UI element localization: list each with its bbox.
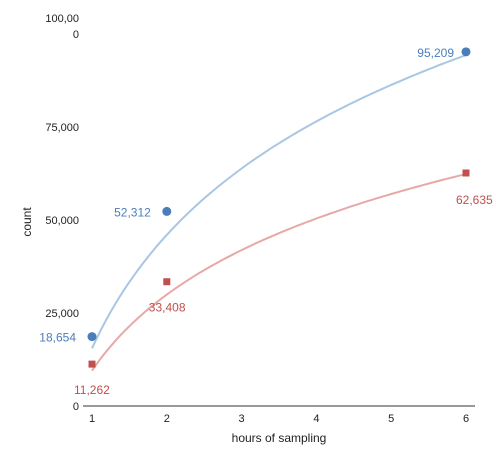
y-tick-label: 75,000	[45, 122, 79, 134]
data-point[interactable]	[462, 169, 470, 177]
x-axis-title: hours of sampling	[232, 431, 327, 445]
trendlines	[91, 54, 467, 372]
x-tick-label: 3	[239, 413, 245, 425]
data-point[interactable]	[163, 278, 171, 286]
data-point[interactable]	[88, 360, 96, 368]
y-axis-title: count	[20, 207, 34, 237]
y-tick-label: 25,000	[45, 308, 79, 320]
data-point[interactable]	[461, 47, 471, 57]
y-tick-label: 100,00 0	[45, 13, 79, 41]
y-tick-label: 0	[73, 401, 79, 413]
x-tick-labels: 1 2 3 4 5 6	[89, 413, 469, 425]
data-points	[87, 47, 471, 368]
data-point[interactable]	[162, 206, 172, 216]
y-tick-labels: 0 25,000 50,000 75,000 100,00 0	[45, 13, 79, 413]
data-label: 18,654	[39, 331, 76, 345]
x-tick-label: 6	[463, 413, 469, 425]
data-label: 62,635	[456, 193, 493, 207]
data-label: 95,209	[417, 46, 454, 60]
x-tick-label: 4	[313, 413, 319, 425]
data-labels: 18,654 52,312 95,209 11,262 33,408 62,635	[39, 46, 493, 397]
data-label: 52,312	[114, 205, 151, 219]
x-tick-label: 1	[89, 413, 95, 425]
x-tick-label: 5	[388, 413, 394, 425]
data-label: 33,408	[149, 301, 186, 315]
y-tick-label: 50,000	[45, 215, 79, 227]
data-label: 11,262	[74, 383, 110, 397]
trendline-2	[91, 173, 467, 372]
x-tick-label: 2	[164, 413, 170, 425]
data-point[interactable]	[87, 332, 97, 342]
trendline-1	[91, 54, 467, 349]
